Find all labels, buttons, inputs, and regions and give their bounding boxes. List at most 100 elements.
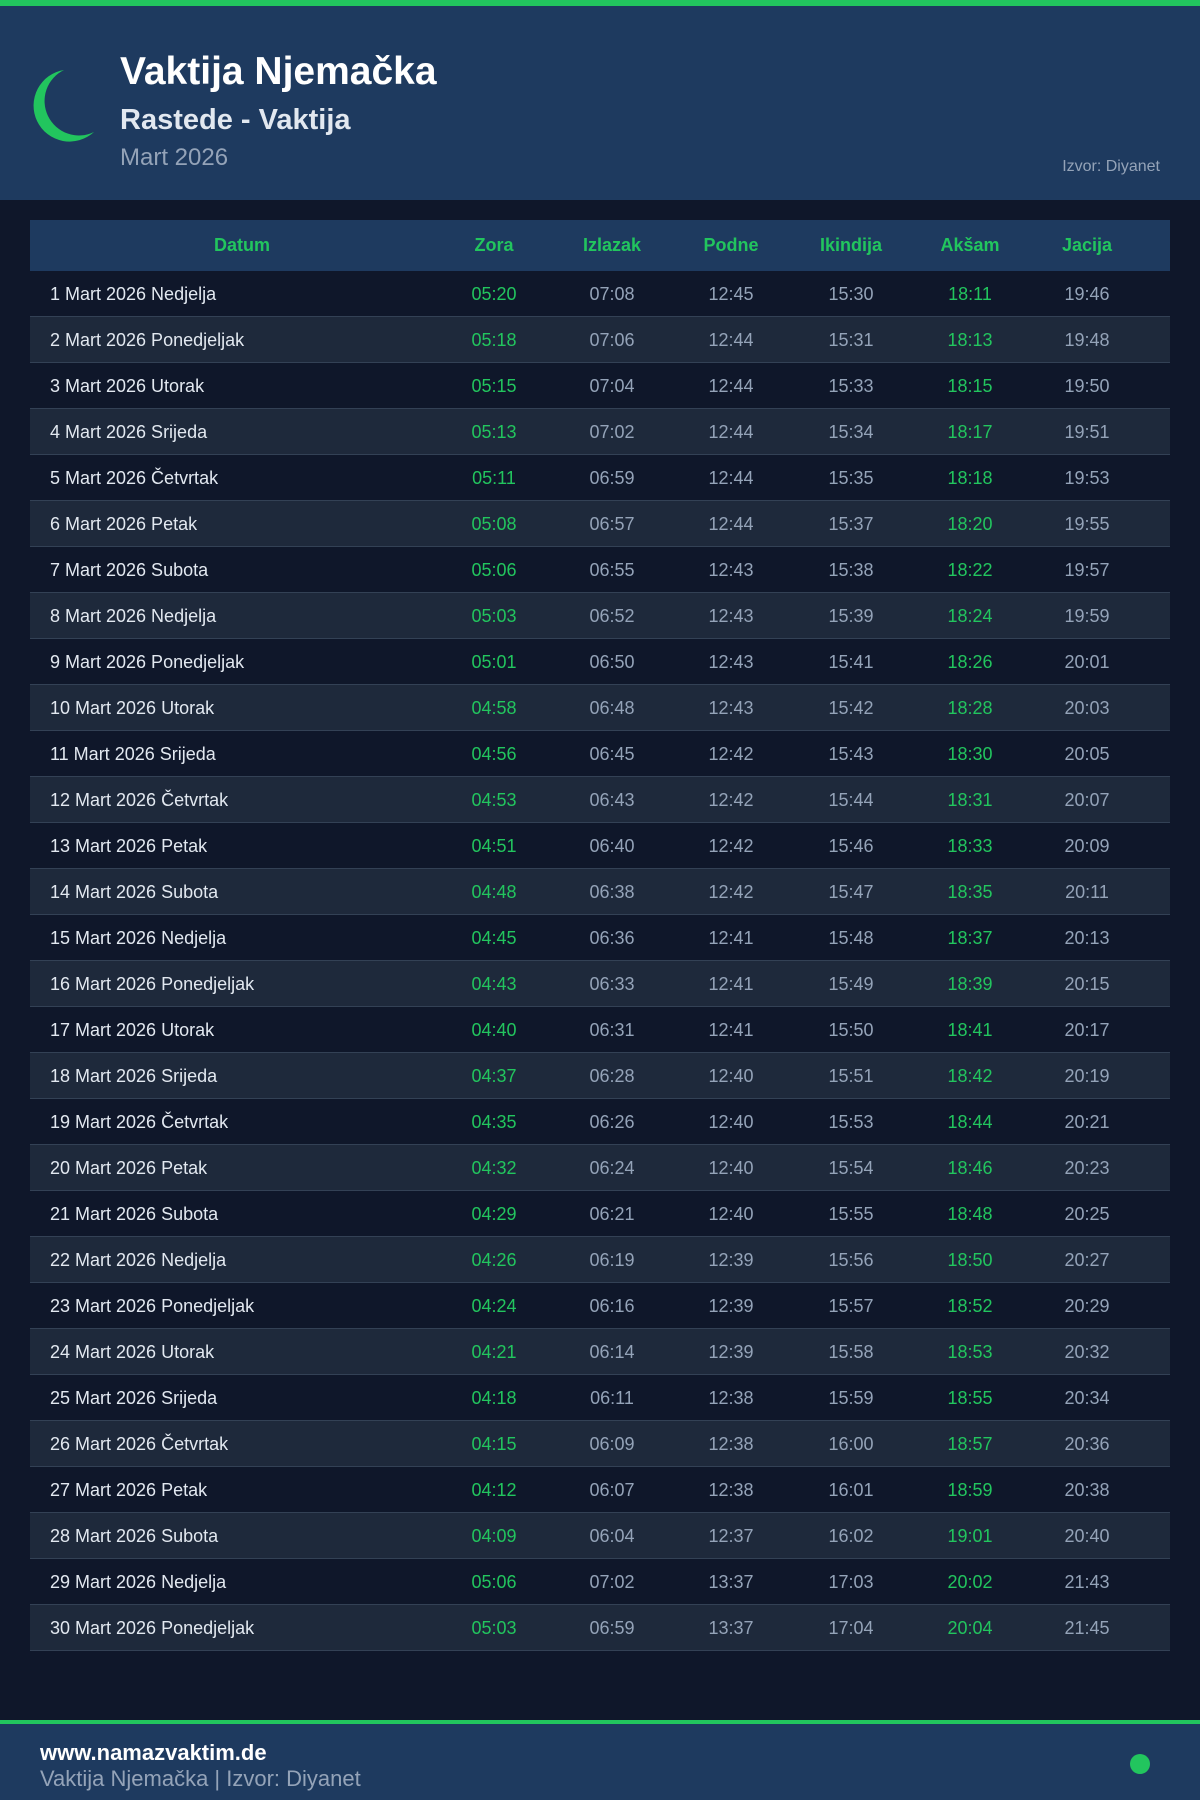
cell-datum: 27 Mart 2026 Petak [50, 1480, 208, 1500]
cell-ikindija: 15:41 [828, 652, 874, 672]
cell-aksam: 18:55 [947, 1388, 993, 1408]
column-header-datum: Datum [213, 235, 271, 255]
cell-podne: 13:37 [708, 1618, 754, 1638]
cell-jacija: 20:05 [1064, 744, 1110, 764]
cell-ikindija: 15:59 [828, 1388, 874, 1408]
cell-aksam: 18:22 [947, 560, 993, 580]
cell-datum: 16 Mart 2026 Ponedjeljak [50, 974, 255, 994]
cell-jacija: 20:03 [1064, 698, 1110, 718]
cell-zora: 05:01 [471, 652, 517, 672]
cell-jacija: 20:17 [1064, 1020, 1110, 1040]
cell-izlazak: 06:21 [589, 1204, 635, 1224]
cell-aksam: 18:17 [947, 422, 993, 442]
cell-zora: 04:26 [471, 1250, 517, 1270]
cell-zora: 04:15 [471, 1434, 517, 1454]
cell-izlazak: 06:11 [590, 1388, 634, 1408]
cell-zora: 05:03 [471, 606, 517, 626]
cell-aksam: 18:52 [947, 1296, 993, 1316]
cell-jacija: 20:01 [1064, 652, 1110, 672]
table-row: 25 Mart 2026 Srijeda 04:18 06:11 12:38 15:59… [30, 1375, 1170, 1421]
cell-jacija: 20:23 [1064, 1158, 1110, 1178]
cell-zora: 04:21 [471, 1342, 517, 1362]
cell-ikindija: 15:48 [828, 928, 874, 948]
cell-podne: 12:40 [708, 1066, 754, 1086]
cell-datum: 18 Mart 2026 Srijeda [50, 1066, 218, 1086]
cell-aksam: 18:18 [947, 468, 993, 488]
table-row: 1 Mart 2026 Nedjelja 05:20 07:08 12:45 15:30… [30, 271, 1170, 317]
cell-podne: 12:37 [708, 1526, 754, 1546]
footer-site-link[interactable]: www.namazvaktim.de [40, 1740, 267, 1765]
cell-aksam: 18:20 [947, 514, 993, 534]
cell-datum: 9 Mart 2026 Ponedjeljak [50, 652, 245, 672]
cell-datum: 25 Mart 2026 Srijeda [50, 1388, 218, 1408]
cell-zora: 04:56 [471, 744, 517, 764]
cell-aksam: 18:50 [947, 1250, 993, 1270]
cell-izlazak: 06:55 [589, 560, 635, 580]
cell-ikindija: 15:50 [828, 1020, 874, 1040]
table-header: Datum Zora Izlazak Podne Ikindija Akšam Jacija [30, 220, 1170, 271]
cell-podne: 12:41 [708, 974, 754, 994]
cell-ikindija: 15:43 [828, 744, 874, 764]
cell-zora: 05:13 [471, 422, 517, 442]
cell-jacija: 20:09 [1064, 836, 1110, 856]
cell-podne: 12:44 [708, 376, 754, 396]
table-row: 7 Mart 2026 Subota 05:06 06:55 12:43 15:38 18… [30, 547, 1170, 593]
cell-jacija: 21:43 [1064, 1572, 1110, 1592]
cell-zora: 04:12 [471, 1480, 517, 1500]
cell-aksam: 19:01 [947, 1526, 993, 1546]
cell-izlazak: 06:09 [589, 1434, 635, 1454]
cell-datum: 26 Mart 2026 Četvrtak [50, 1434, 229, 1454]
cell-zora: 04:40 [471, 1020, 517, 1040]
cell-zora: 05:20 [471, 284, 517, 304]
table-row: 8 Mart 2026 Nedjelja 05:03 06:52 12:43 15:39… [30, 593, 1170, 639]
month-label: Mart 2026 [120, 144, 229, 171]
cell-izlazak: 06:43 [589, 790, 635, 810]
cell-datum: 29 Mart 2026 Nedjelja [50, 1572, 227, 1592]
table-row: 2 Mart 2026 Ponedjeljak 05:18 07:06 12:44 15… [30, 317, 1170, 363]
cell-izlazak: 07:02 [589, 422, 635, 442]
cell-ikindija: 16:01 [828, 1480, 874, 1500]
cell-ikindija: 15:57 [828, 1296, 874, 1316]
footer-subtitle: Vaktija Njemačka | Izvor: Diyanet [40, 1766, 361, 1791]
page-title: Vaktija Njemačka [120, 50, 437, 93]
cell-izlazak: 06:36 [589, 928, 635, 948]
table-row: 20 Mart 2026 Petak 04:32 06:24 12:40 15:54 18… [30, 1145, 1170, 1191]
status-dot-icon [1130, 1754, 1150, 1774]
cell-datum: 17 Mart 2026 Utorak [50, 1020, 215, 1040]
cell-podne: 12:39 [708, 1250, 754, 1270]
column-header-zora: Zora [474, 235, 514, 255]
cell-podne: 12:44 [708, 422, 754, 442]
cell-podne: 12:43 [708, 652, 754, 672]
cell-ikindija: 15:51 [828, 1066, 874, 1086]
cell-podne: 12:44 [708, 330, 754, 350]
cell-ikindija: 15:53 [828, 1112, 874, 1132]
cell-jacija: 19:46 [1064, 284, 1110, 304]
table-row: 15 Mart 2026 Nedjelja 04:45 06:36 12:41 15:4… [30, 915, 1170, 961]
cell-datum: 23 Mart 2026 Ponedjeljak [50, 1296, 255, 1316]
cell-izlazak: 06:50 [589, 652, 635, 672]
cell-datum: 28 Mart 2026 Subota [50, 1526, 219, 1546]
cell-aksam: 18:15 [947, 376, 993, 396]
cell-izlazak: 06:16 [589, 1296, 635, 1316]
cell-ikindija: 15:54 [828, 1158, 874, 1178]
cell-jacija: 20:19 [1064, 1066, 1110, 1086]
cell-zora: 04:48 [471, 882, 517, 902]
cell-podne: 12:39 [708, 1342, 754, 1362]
cell-aksam: 20:04 [947, 1618, 993, 1638]
cell-jacija: 20:25 [1064, 1204, 1110, 1224]
table-row: 29 Mart 2026 Nedjelja 05:06 07:02 13:37 17:0… [30, 1559, 1170, 1605]
cell-podne: 12:41 [708, 928, 754, 948]
cell-datum: 2 Mart 2026 Ponedjeljak [50, 330, 245, 350]
cell-datum: 11 Mart 2026 Srijeda [50, 744, 216, 764]
cell-izlazak: 06:33 [589, 974, 635, 994]
cell-jacija: 19:50 [1064, 376, 1110, 396]
cell-jacija: 19:59 [1064, 606, 1110, 626]
cell-izlazak: 06:59 [589, 468, 635, 488]
cell-podne: 12:44 [708, 468, 754, 488]
cell-podne: 12:40 [708, 1204, 754, 1224]
cell-izlazak: 06:38 [589, 882, 635, 902]
column-header-ikindija: Ikindija [819, 235, 883, 255]
column-header-jacija: Jacija [1061, 235, 1113, 255]
cell-ikindija: 15:37 [828, 514, 874, 534]
cell-ikindija: 17:04 [828, 1618, 874, 1638]
